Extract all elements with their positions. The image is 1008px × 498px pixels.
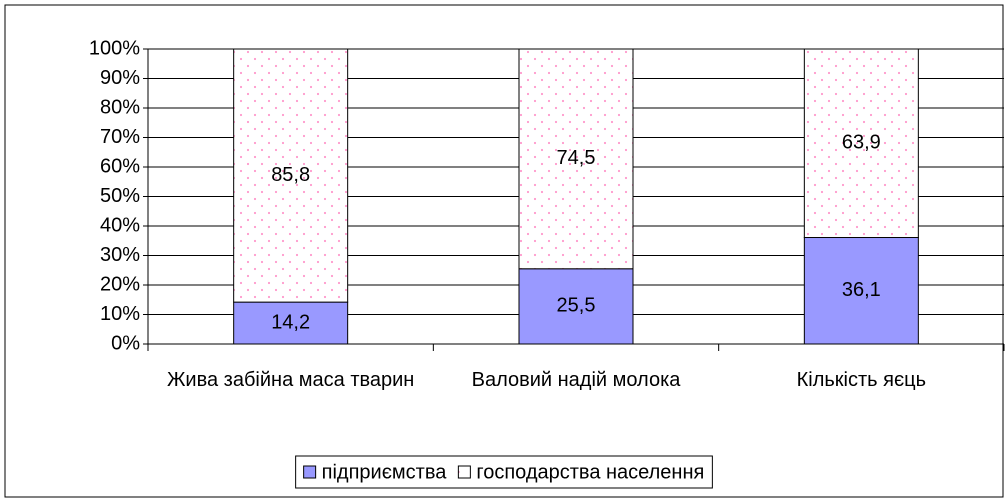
y-tick-label: 20% (100, 273, 140, 295)
data-label: 74,5 (557, 147, 596, 169)
bar-segment (233, 48, 349, 303)
y-tick-label: 0% (111, 332, 140, 354)
y-tick-label: 50% (100, 185, 140, 207)
legend-box (295, 455, 713, 489)
y-tick-label: 30% (100, 244, 140, 266)
legend-swatch (303, 465, 317, 479)
bar-segment (518, 48, 634, 270)
x-tick-label: Жива забійна маса тварин (166, 369, 415, 391)
data-label: 63,9 (842, 132, 881, 154)
x-tick-label: Валовий надій молока (471, 369, 681, 391)
y-tick-label: 100% (89, 37, 140, 59)
y-tick-label: 40% (100, 214, 140, 236)
bar-segment (803, 237, 919, 345)
legend-label: господарства населення (476, 461, 704, 483)
y-tick-label: 90% (100, 67, 140, 89)
x-tick-label-box: Кількість яєць (796, 369, 927, 391)
data-label: 85,8 (271, 164, 310, 186)
data-label: 36,1 (842, 279, 881, 301)
y-tick-label: 80% (100, 96, 140, 118)
y-tick-label: 70% (100, 126, 140, 148)
legend-label: підприємства (322, 461, 448, 483)
bar-segment (803, 48, 919, 239)
x-tick-label-box: Валовий надій молока (471, 369, 681, 391)
x-tick-label-box: Жива забійна маса тварин (166, 369, 415, 391)
bar-segment (233, 301, 349, 345)
y-tick-label: 60% (100, 155, 140, 177)
legend: підприємства господарства населення (295, 455, 713, 489)
x-tick-label: Кількість яєць (796, 369, 927, 391)
legend-swatch (457, 465, 471, 479)
data-label: 25,5 (557, 295, 596, 317)
y-tick-label: 10% (100, 303, 140, 325)
data-label: 14,2 (271, 311, 310, 333)
